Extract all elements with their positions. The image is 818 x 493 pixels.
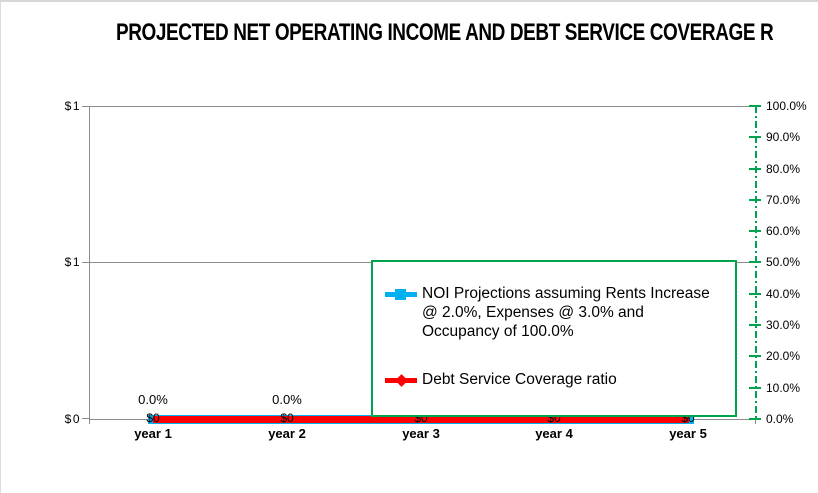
right-axis-label: 0.0% bbox=[766, 412, 794, 426]
x-axis-label-year5: year 5 bbox=[669, 426, 707, 441]
chart-title: PROJECTED NET OPERATING INCOME AND DEBT … bbox=[116, 19, 818, 51]
dscr-series-line bbox=[153, 416, 689, 423]
right-axis-label: 30.0% bbox=[766, 318, 801, 332]
right-axis-line bbox=[755, 106, 757, 420]
legend-label-noi: NOI Projections assuming Rents Increase … bbox=[422, 285, 710, 340]
right-axis-label: 40.0% bbox=[766, 287, 801, 301]
chart-title-text: PROJECTED NET OPERATING INCOME AND DEBT … bbox=[116, 19, 774, 46]
x-axis-label-year3: year 3 bbox=[402, 426, 440, 441]
right-axis-tick bbox=[749, 230, 761, 232]
dscr-data-label: 0.0% bbox=[138, 392, 168, 407]
right-axis-tick bbox=[749, 105, 761, 107]
x-axis-label-year2: year 2 bbox=[268, 426, 306, 441]
dscr-data-label: 0.0% bbox=[272, 392, 302, 407]
left-axis-label: $1 bbox=[64, 255, 81, 269]
right-axis-label: 100.0% bbox=[766, 99, 807, 113]
right-axis-tick bbox=[749, 418, 761, 420]
gridline-100pct bbox=[89, 106, 756, 107]
right-axis-label: 70.0% bbox=[766, 193, 801, 207]
right-axis-tick bbox=[749, 355, 761, 357]
x-axis-label-year4: year 4 bbox=[535, 426, 573, 441]
right-axis-tick bbox=[749, 136, 761, 138]
right-axis-tick bbox=[749, 199, 761, 201]
noi-data-label: $0 bbox=[146, 411, 160, 425]
right-axis-label: 20.0% bbox=[766, 349, 801, 363]
right-axis-label: 80.0% bbox=[766, 162, 801, 176]
legend-noi-marker-icon bbox=[385, 288, 417, 300]
noi-data-label: $0 bbox=[280, 411, 294, 425]
legend-label-dscr: Debt Service Coverage ratio bbox=[422, 371, 617, 388]
right-axis-tick bbox=[749, 168, 761, 170]
legend-item-dscr: Debt Service Coverage ratio bbox=[385, 370, 727, 394]
right-axis-tick bbox=[749, 261, 761, 263]
x-axis-label-year1: year 1 bbox=[134, 426, 172, 441]
x-axis-tick bbox=[89, 420, 90, 424]
left-axis-tick bbox=[82, 418, 89, 419]
legend-item-noi: NOI Projections assuming Rents Increase … bbox=[385, 284, 727, 344]
right-axis-tick bbox=[749, 324, 761, 326]
right-axis-tick bbox=[749, 387, 761, 389]
right-axis-label: 60.0% bbox=[766, 224, 801, 238]
left-axis-tick bbox=[82, 106, 89, 107]
left-axis-label: $0 bbox=[64, 412, 81, 426]
right-axis-tick bbox=[749, 293, 761, 295]
legend: NOI Projections assuming Rents Increase … bbox=[371, 260, 737, 417]
x-axis-tick bbox=[755, 420, 756, 424]
left-axis-tick bbox=[82, 262, 89, 263]
right-axis-label: 90.0% bbox=[766, 130, 801, 144]
left-axis-label: $1 bbox=[64, 99, 81, 113]
right-axis-label: 50.0% bbox=[766, 255, 801, 269]
legend-dscr-marker-icon bbox=[385, 374, 417, 387]
right-axis-label: 10.0% bbox=[766, 381, 801, 395]
left-axis-line bbox=[89, 106, 90, 419]
